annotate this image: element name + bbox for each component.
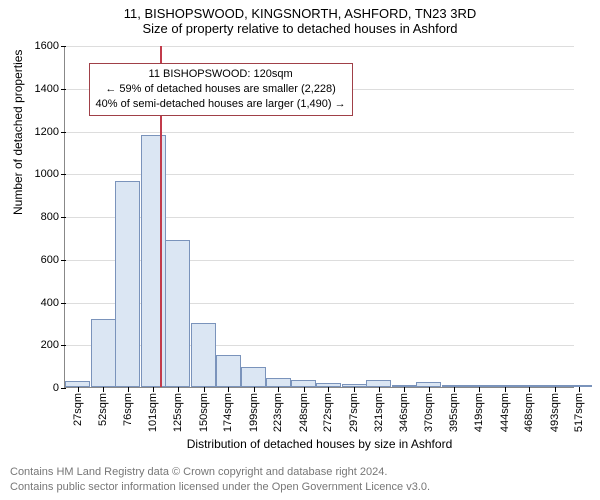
y-tick-label: 400 [41, 297, 65, 309]
copyright-notice: Contains HM Land Registry data © Crown c… [10, 465, 430, 494]
x-tick-label: 27sqm [72, 387, 84, 426]
annotation-line: 40% of semi-detached houses are larger (… [96, 97, 346, 112]
y-tick-label: 1600 [35, 40, 65, 52]
chart-title-line1: 11, BISHOPSWOOD, KINGSNORTH, ASHFORD, TN… [0, 0, 600, 21]
x-tick-label: 493sqm [549, 387, 561, 432]
x-tick-label: 346sqm [398, 387, 410, 432]
x-tick-label: 419sqm [473, 387, 485, 432]
y-tick-label: 1200 [35, 126, 65, 138]
histogram-bar [91, 319, 116, 387]
histogram-bar [165, 240, 190, 387]
gridline-h [65, 132, 574, 133]
histogram-bar [191, 323, 216, 387]
x-tick-label: 297sqm [348, 387, 360, 432]
histogram-bar [266, 378, 291, 387]
annotation-box: 11 BISHOPSWOOD: 120sqm← 59% of detached … [89, 63, 353, 116]
copyright-line1: Contains HM Land Registry data © Crown c… [10, 465, 430, 479]
x-tick-label: 444sqm [499, 387, 511, 432]
y-axis-label: Number of detached properties [11, 50, 25, 215]
x-tick-label: 52sqm [97, 387, 109, 426]
gridline-h [65, 46, 574, 47]
plot-area: Distribution of detached houses by size … [64, 46, 574, 388]
x-tick-label: 76sqm [122, 387, 134, 426]
x-tick-label: 517sqm [573, 387, 585, 432]
x-tick-label: 272sqm [322, 387, 334, 432]
y-tick-label: 1000 [35, 168, 65, 180]
histogram-bar [241, 367, 266, 387]
annotation-line: 11 BISHOPSWOOD: 120sqm [96, 67, 346, 82]
histogram-bar [115, 181, 140, 387]
x-tick-label: 101sqm [147, 387, 159, 432]
x-axis-label: Distribution of detached houses by size … [187, 437, 453, 451]
x-tick-label: 248sqm [298, 387, 310, 432]
x-tick-label: 321sqm [373, 387, 385, 432]
y-tick-label: 200 [41, 339, 65, 351]
x-tick-label: 174sqm [222, 387, 234, 432]
x-tick-label: 468sqm [523, 387, 535, 432]
x-tick-label: 199sqm [248, 387, 260, 432]
y-tick-label: 800 [41, 211, 65, 223]
y-tick-label: 1400 [35, 83, 65, 95]
copyright-line2: Contains public sector information licen… [10, 480, 430, 494]
x-tick-label: 395sqm [448, 387, 460, 432]
x-tick-label: 125sqm [172, 387, 184, 432]
x-tick-label: 370sqm [423, 387, 435, 432]
chart-title-line2: Size of property relative to detached ho… [0, 21, 600, 36]
histogram-bar [291, 380, 316, 387]
histogram-bar [216, 355, 241, 387]
histogram-bar [366, 380, 391, 387]
x-tick-label: 223sqm [272, 387, 284, 432]
chart-container: 11, BISHOPSWOOD, KINGSNORTH, ASHFORD, TN… [0, 0, 600, 500]
y-tick-label: 0 [53, 382, 65, 394]
y-tick-label: 600 [41, 254, 65, 266]
annotation-line: ← 59% of detached houses are smaller (2,… [96, 82, 346, 97]
x-tick-label: 150sqm [198, 387, 210, 432]
